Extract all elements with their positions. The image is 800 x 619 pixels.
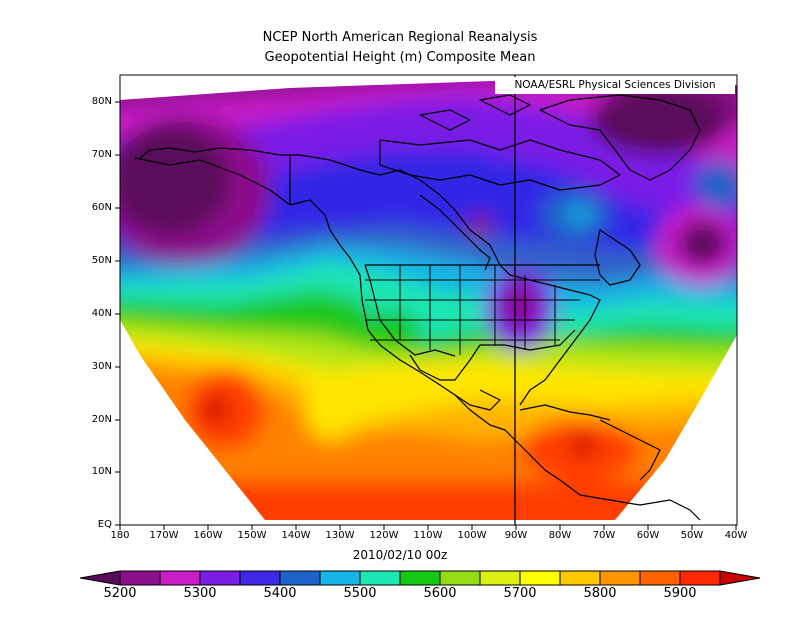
lon-label: 170W: [149, 530, 179, 541]
lon-label: 160W: [193, 530, 223, 541]
colorbar-cell: [439, 570, 481, 586]
colorbar-cell: [359, 570, 401, 586]
colorbar-label: 5900: [663, 586, 697, 601]
lon-label: 130W: [325, 530, 355, 541]
lat-label: 50N: [91, 255, 112, 266]
lat-label: 10N: [91, 466, 112, 477]
lon-label: 110W: [413, 530, 443, 541]
colorbar-label: 5300: [183, 586, 217, 601]
coastlines: [134, 94, 701, 521]
height-field: [120, 75, 737, 525]
credit-label: NOAA/ESRL Physical Sciences Division: [495, 77, 735, 94]
lat-label: 60N: [91, 202, 112, 213]
lon-label: 70W: [592, 530, 616, 541]
colorbar-cell: [239, 570, 281, 586]
colorbar-cell: [599, 570, 641, 586]
colorbar-cell: [199, 570, 241, 586]
lat-label: 30N: [91, 361, 112, 372]
lat-ticks: [115, 101, 120, 526]
colorbar-label: 5600: [423, 586, 457, 601]
colorbar-label: 5400: [263, 586, 297, 601]
colorbar-cell: [119, 570, 161, 586]
lat-label: EQ: [97, 519, 112, 530]
colorbar-cell: [559, 570, 601, 586]
lon-label: 50W: [680, 530, 704, 541]
lon-label: 140W: [281, 530, 311, 541]
colorbar-cell: [399, 570, 441, 586]
lat-label: 70N: [91, 149, 112, 160]
colorbar-cell: [279, 570, 321, 586]
colorbar-cell: [159, 570, 201, 586]
lat-label: 20N: [91, 414, 112, 425]
lon-label: 40W: [724, 530, 748, 541]
lon-label: 100W: [457, 530, 487, 541]
lon-ticks: [119, 525, 737, 530]
colorbar-cell: [479, 570, 521, 586]
map-title-line1: NCEP North American Regional Reanalysis: [262, 30, 538, 45]
lon-label: 80W: [548, 530, 572, 541]
lon-label: 150W: [237, 530, 267, 541]
colorbar-cell: [519, 570, 561, 586]
colorbar-high-arrow: [719, 570, 761, 586]
map-title-line2: Geopotential Height (m) Composite Mean: [264, 50, 536, 65]
colorbar-label: 5200: [103, 586, 137, 601]
lat-label: 40N: [91, 308, 112, 319]
lon-label: 90W: [504, 530, 528, 541]
colorbar: [79, 570, 761, 586]
colorbar-cell: [679, 570, 721, 586]
colorbar-low-arrow: [79, 570, 121, 586]
lat-label: 80N: [91, 96, 112, 107]
colorbar-cell: [319, 570, 361, 586]
colorbar-cell: [639, 570, 681, 586]
colorbar-label: 5700: [503, 586, 537, 601]
colorbar-label: 5500: [343, 586, 377, 601]
valid-date: 2010/02/10 00z: [352, 548, 448, 562]
lon-label: 120W: [369, 530, 399, 541]
colorbar-label: 5800: [583, 586, 617, 601]
lon-label: 60W: [636, 530, 660, 541]
state-grid: [365, 265, 600, 355]
lon-label: 180: [110, 530, 130, 541]
